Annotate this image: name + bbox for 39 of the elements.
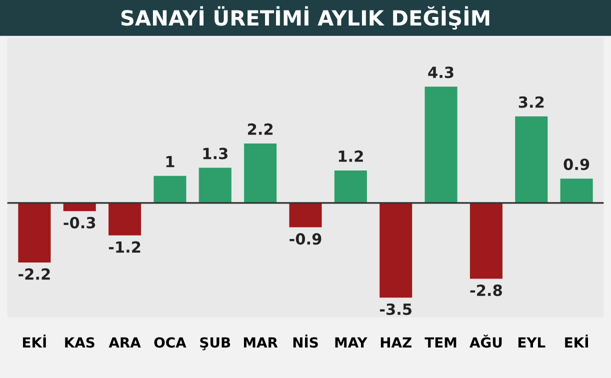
bar <box>470 202 502 279</box>
data-label: 4.3 <box>428 66 454 78</box>
bar <box>515 116 548 203</box>
data-label: 1.3 <box>203 148 228 160</box>
data-label: 1 <box>166 156 174 168</box>
x-tick-label: EYL <box>518 337 546 348</box>
bar <box>560 178 593 203</box>
data-label: 2.2 <box>248 123 273 135</box>
bar <box>108 202 142 236</box>
chart-title: SANAYİ ÜRETİMİ AYLIK DEĞİŞİM <box>121 6 490 30</box>
bar <box>18 202 51 262</box>
x-tick-label: KAS <box>65 337 94 348</box>
x-tick-label: OCA <box>154 337 186 348</box>
bar <box>380 202 412 298</box>
x-tick-label: MAR <box>244 337 278 348</box>
x-tick-label: EKİ <box>565 334 588 348</box>
x-tick-label: MAY <box>335 337 368 348</box>
data-label: -0.9 <box>290 233 322 245</box>
bar <box>154 176 186 203</box>
x-tick-label: ŞUB <box>200 337 230 350</box>
data-label: 1.2 <box>338 150 363 162</box>
data-label: 3.2 <box>518 96 544 108</box>
x-tick-label: HAZ <box>380 337 412 348</box>
data-label: -0.3 <box>64 216 96 228</box>
data-label: -2.2 <box>18 268 50 280</box>
x-tick-label: EKİ <box>23 334 46 348</box>
bar <box>424 86 458 203</box>
bar <box>198 168 232 203</box>
bar <box>244 143 277 203</box>
x-tick-label: TEM <box>424 337 456 348</box>
x-tick-label: ARA <box>108 337 141 348</box>
x-tick-label: NİS <box>293 334 318 348</box>
data-label: -3.5 <box>380 303 412 316</box>
x-tick-label: AĞU <box>470 334 502 348</box>
bar <box>334 170 367 203</box>
data-label: -2.8 <box>470 284 502 296</box>
data-label: -1.2 <box>108 241 140 253</box>
bar <box>289 202 322 228</box>
data-label: 0.9 <box>564 158 590 170</box>
